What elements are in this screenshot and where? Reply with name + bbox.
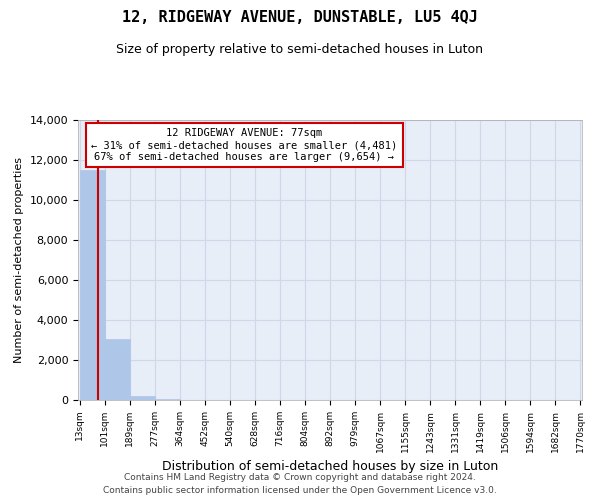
- Text: Contains public sector information licensed under the Open Government Licence v3: Contains public sector information licen…: [103, 486, 497, 495]
- Text: 12 RIDGEWAY AVENUE: 77sqm
← 31% of semi-detached houses are smaller (4,481)
67% : 12 RIDGEWAY AVENUE: 77sqm ← 31% of semi-…: [91, 128, 397, 162]
- Text: 12, RIDGEWAY AVENUE, DUNSTABLE, LU5 4QJ: 12, RIDGEWAY AVENUE, DUNSTABLE, LU5 4QJ: [122, 10, 478, 25]
- X-axis label: Distribution of semi-detached houses by size in Luton: Distribution of semi-detached houses by …: [162, 460, 498, 473]
- Y-axis label: Number of semi-detached properties: Number of semi-detached properties: [14, 157, 24, 363]
- Text: Contains HM Land Registry data © Crown copyright and database right 2024.: Contains HM Land Registry data © Crown c…: [124, 472, 476, 482]
- Text: Size of property relative to semi-detached houses in Luton: Size of property relative to semi-detach…: [116, 42, 484, 56]
- Bar: [130, 396, 155, 400]
- Bar: [105, 339, 130, 400]
- Bar: [80, 170, 105, 400]
